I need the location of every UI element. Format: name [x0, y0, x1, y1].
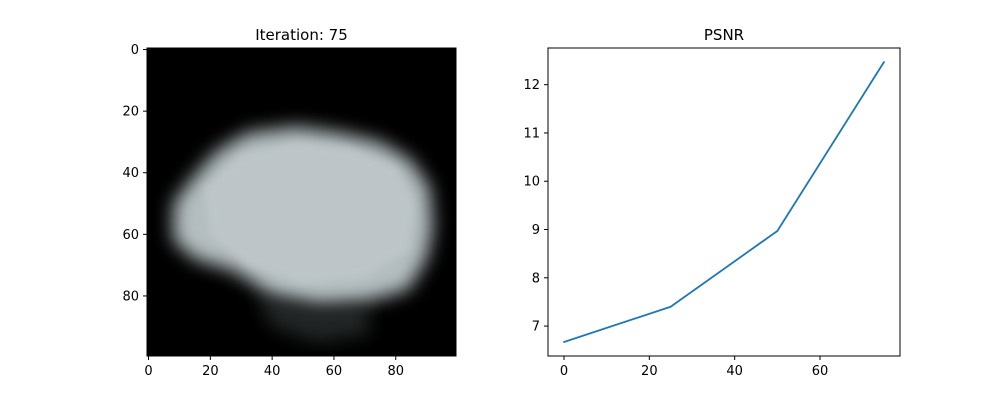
psnr-point: [883, 61, 885, 63]
psnr-point: [776, 230, 779, 232]
image-x-tick-label: 60: [326, 364, 343, 379]
psnr-y-tick-label: 7: [532, 320, 540, 335]
image-y-tick-label: 40: [122, 166, 139, 181]
image-title: Iteration: 75: [255, 26, 348, 44]
psnr-x-tick-label: 40: [726, 364, 743, 379]
image-x-tick-label: 20: [202, 364, 219, 379]
psnr-point: [669, 305, 672, 308]
rendered-blob: [173, 126, 433, 343]
image-y-tick-label: 80: [122, 289, 139, 304]
image-y-tick-label: 20: [122, 105, 139, 120]
psnr-title: PSNR: [704, 26, 744, 44]
blob-core: [204, 141, 415, 284]
psnr-series: [563, 61, 885, 343]
blob-shadow: [256, 295, 372, 343]
psnr-axes-frame: [547, 47, 901, 357]
image-x-tick-label: 0: [144, 364, 152, 379]
image-y-tick-label: 0: [131, 43, 139, 58]
psnr-line: [563, 61, 885, 343]
psnr-x-tick-label: 60: [812, 364, 829, 379]
image-panel: Iteration: 75 0 20 40 60 80 0 20 40 60 80: [122, 26, 457, 379]
psnr-y-axis: 7 8 9 10 11 12: [523, 78, 548, 335]
image-y-tick-label: 60: [122, 228, 139, 243]
image-x-tick-label: 40: [264, 364, 281, 379]
psnr-y-tick-label: 11: [523, 126, 540, 141]
psnr-y-tick-label: 10: [523, 175, 540, 190]
rendered-image: [147, 48, 456, 356]
image-y-axis: 0 20 40 60 80: [122, 43, 147, 304]
psnr-x-axis: 0 20 40 60: [560, 356, 828, 379]
psnr-point: [563, 341, 565, 343]
image-x-axis: 0 20 40 60 80: [144, 356, 404, 379]
psnr-panel: PSNR 0 20 40 60 7 8 9 10 11 12: [523, 26, 901, 379]
psnr-x-tick-label: 20: [641, 364, 658, 379]
psnr-y-tick-label: 9: [532, 223, 540, 238]
image-axes-frame: [146, 47, 457, 357]
psnr-y-tick-label: 12: [523, 78, 540, 93]
psnr-y-tick-label: 8: [532, 271, 540, 286]
image-x-tick-label: 80: [387, 364, 404, 379]
psnr-x-tick-label: 0: [560, 364, 568, 379]
